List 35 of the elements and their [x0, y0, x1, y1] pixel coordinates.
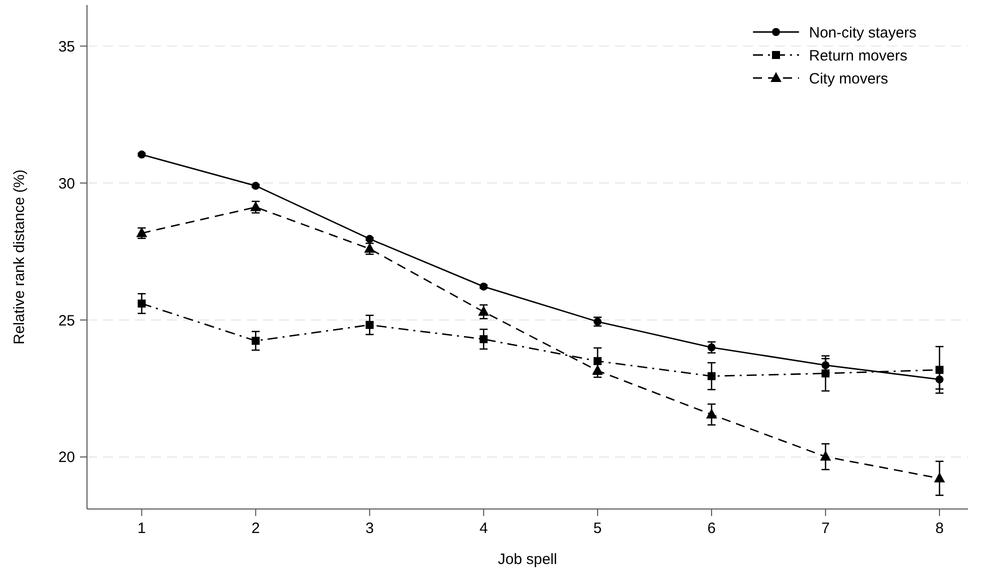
- point: [252, 182, 260, 190]
- legend-label: City movers: [809, 70, 888, 88]
- point: [820, 450, 832, 461]
- point: [366, 234, 374, 243]
- point: [708, 343, 716, 352]
- x-tick-label: 6: [707, 520, 716, 537]
- point: [252, 336, 260, 345]
- point: [480, 335, 488, 344]
- point: [822, 369, 830, 378]
- x-tick-label: 5: [593, 520, 602, 537]
- point: [708, 372, 716, 380]
- y-tick-label: 35: [58, 38, 75, 56]
- y-tick-label: 30: [58, 175, 75, 192]
- x-tick-label: 1: [138, 520, 146, 537]
- x-axis-title: Job spell: [498, 551, 558, 568]
- y-axis-title: Relative rank distance (%): [11, 169, 28, 345]
- point: [138, 300, 146, 308]
- point: [478, 306, 490, 316]
- y-tick-label: 20: [58, 449, 75, 466]
- x-tick-label: 3: [365, 520, 374, 537]
- point: [250, 201, 262, 212]
- point: [936, 366, 944, 374]
- x-tick-label: 8: [935, 520, 944, 537]
- legend-label: Return movers: [809, 47, 908, 64]
- point: [592, 364, 604, 375]
- x-tick-label: 7: [821, 520, 830, 537]
- point: [138, 150, 146, 159]
- legend-label: Non-city stayers: [809, 24, 917, 42]
- point: [934, 472, 946, 482]
- point: [366, 320, 374, 329]
- y-tick-label: 25: [58, 312, 75, 330]
- point: [480, 282, 488, 291]
- x-tick-label: 4: [479, 520, 488, 537]
- point: [706, 408, 718, 418]
- x-tick-label: 2: [252, 520, 260, 537]
